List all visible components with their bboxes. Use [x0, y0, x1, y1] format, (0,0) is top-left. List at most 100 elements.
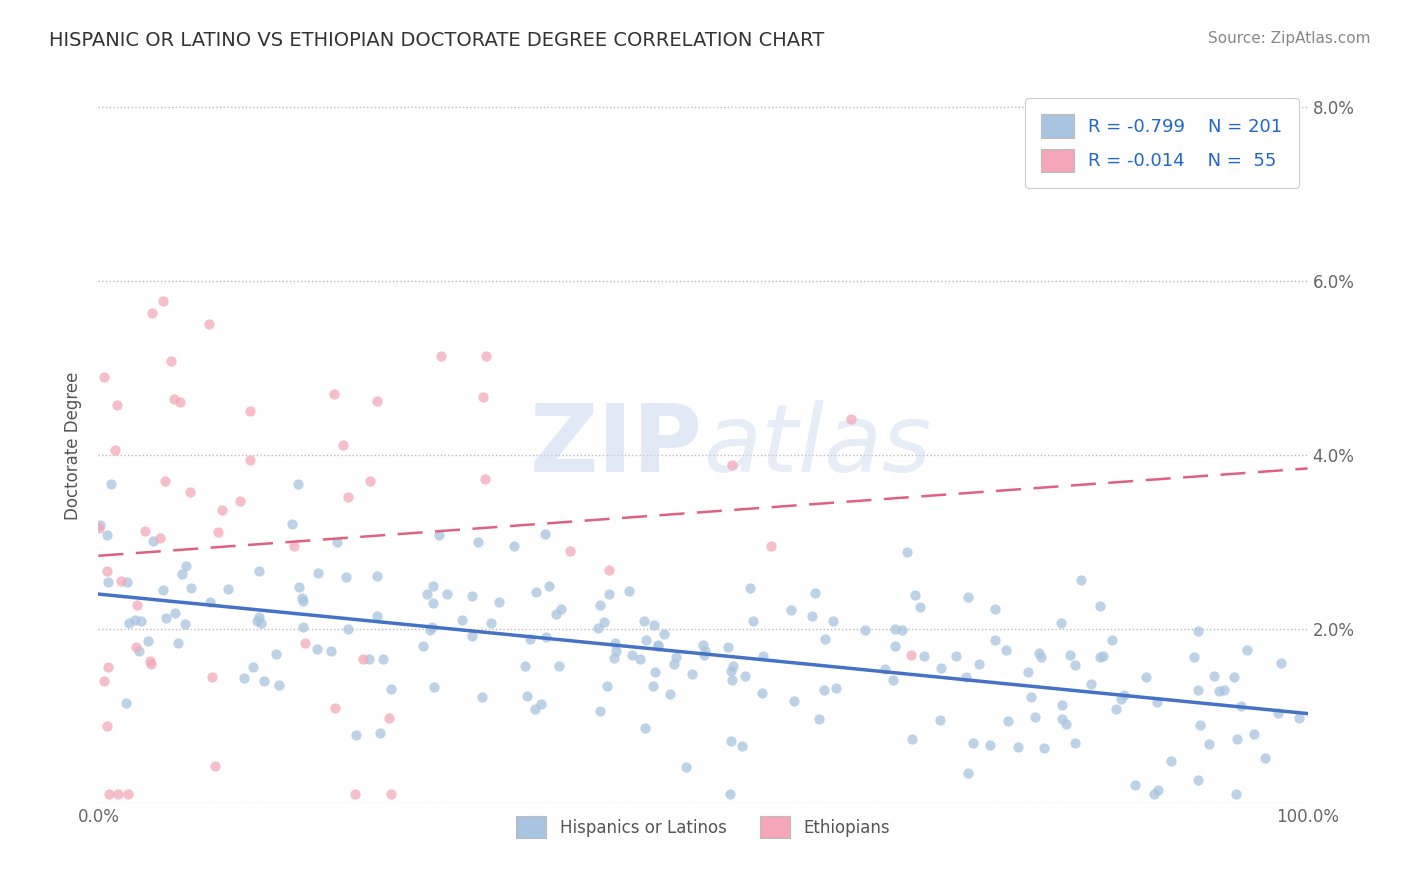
- Point: [1202, 669, 1225, 683]
- Point: [152, 583, 174, 598]
- Point: [1198, 738, 1220, 752]
- Point: [1101, 632, 1123, 647]
- Point: [647, 638, 669, 652]
- Text: Source: ZipAtlas.com: Source: ZipAtlas.com: [1208, 31, 1371, 46]
- Point: [643, 618, 665, 632]
- Point: [675, 760, 697, 774]
- Point: [1187, 683, 1209, 698]
- Point: [957, 765, 980, 780]
- Point: [155, 610, 177, 624]
- Point: [658, 687, 681, 701]
- Point: [813, 632, 835, 647]
- Point: [180, 581, 202, 595]
- Point: [617, 584, 640, 599]
- Point: [377, 711, 399, 725]
- Point: [1223, 670, 1246, 684]
- Point: [824, 681, 846, 696]
- Point: [89, 518, 111, 533]
- Point: [1031, 650, 1053, 665]
- Point: [291, 620, 314, 634]
- Point: [634, 632, 657, 647]
- Point: [233, 671, 256, 685]
- Point: [332, 438, 354, 452]
- Point: [269, 678, 291, 692]
- Point: [96, 528, 118, 542]
- Point: [534, 527, 557, 541]
- Point: [544, 607, 567, 621]
- Point: [589, 704, 612, 718]
- Point: [97, 787, 120, 801]
- Point: [984, 633, 1007, 648]
- Point: [141, 306, 163, 320]
- Point: [903, 589, 925, 603]
- Point: [419, 623, 441, 637]
- Point: [759, 539, 782, 553]
- Point: [621, 648, 644, 663]
- Point: [291, 591, 314, 605]
- Point: [139, 657, 162, 672]
- Point: [595, 679, 617, 693]
- Point: [721, 673, 744, 687]
- Point: [558, 544, 581, 558]
- Point: [217, 582, 239, 597]
- Point: [813, 682, 835, 697]
- Point: [586, 621, 609, 635]
- Text: HISPANIC OR LATINO VS ETHIOPIAN DOCTORATE DEGREE CORRELATION CHART: HISPANIC OR LATINO VS ETHIOPIAN DOCTORAT…: [49, 31, 824, 50]
- Point: [1230, 698, 1253, 713]
- Point: [1123, 778, 1146, 792]
- Text: ZIP: ZIP: [530, 400, 703, 492]
- Point: [929, 661, 952, 675]
- Point: [246, 614, 269, 628]
- Point: [117, 616, 139, 631]
- Point: [96, 564, 118, 578]
- Point: [287, 580, 309, 594]
- Point: [997, 714, 1019, 729]
- Point: [1088, 649, 1111, 664]
- Point: [281, 516, 304, 531]
- Point: [721, 658, 744, 673]
- Point: [1184, 650, 1206, 665]
- Point: [891, 624, 914, 638]
- Point: [239, 452, 262, 467]
- Point: [967, 657, 990, 672]
- Point: [422, 597, 444, 611]
- Text: atlas: atlas: [703, 401, 931, 491]
- Point: [1187, 773, 1209, 788]
- Point: [908, 599, 931, 614]
- Point: [198, 595, 221, 609]
- Point: [1236, 642, 1258, 657]
- Point: [929, 713, 952, 727]
- Point: [634, 721, 657, 735]
- Point: [380, 682, 402, 697]
- Point: [1070, 573, 1092, 587]
- Point: [287, 477, 309, 491]
- Point: [884, 622, 907, 636]
- Point: [115, 696, 138, 710]
- Point: [979, 739, 1001, 753]
- Point: [479, 615, 502, 630]
- Point: [368, 725, 391, 739]
- Point: [1054, 717, 1077, 731]
- Point: [1225, 787, 1247, 801]
- Point: [152, 293, 174, 308]
- Point: [125, 640, 148, 655]
- Point: [720, 733, 742, 747]
- Point: [693, 648, 716, 663]
- Point: [1024, 710, 1046, 724]
- Point: [502, 539, 524, 553]
- Point: [782, 694, 804, 708]
- Point: [603, 636, 626, 650]
- Point: [292, 593, 315, 607]
- Point: [461, 590, 484, 604]
- Point: [779, 603, 801, 617]
- Point: [1017, 665, 1039, 679]
- Legend: Hispanics or Latinos, Ethiopians: Hispanics or Latinos, Ethiopians: [509, 810, 897, 845]
- Point: [163, 392, 186, 407]
- Point: [93, 674, 115, 689]
- Point: [117, 575, 139, 590]
- Point: [695, 644, 717, 658]
- Point: [105, 398, 128, 412]
- Point: [211, 503, 233, 517]
- Point: [450, 613, 472, 627]
- Point: [366, 568, 388, 582]
